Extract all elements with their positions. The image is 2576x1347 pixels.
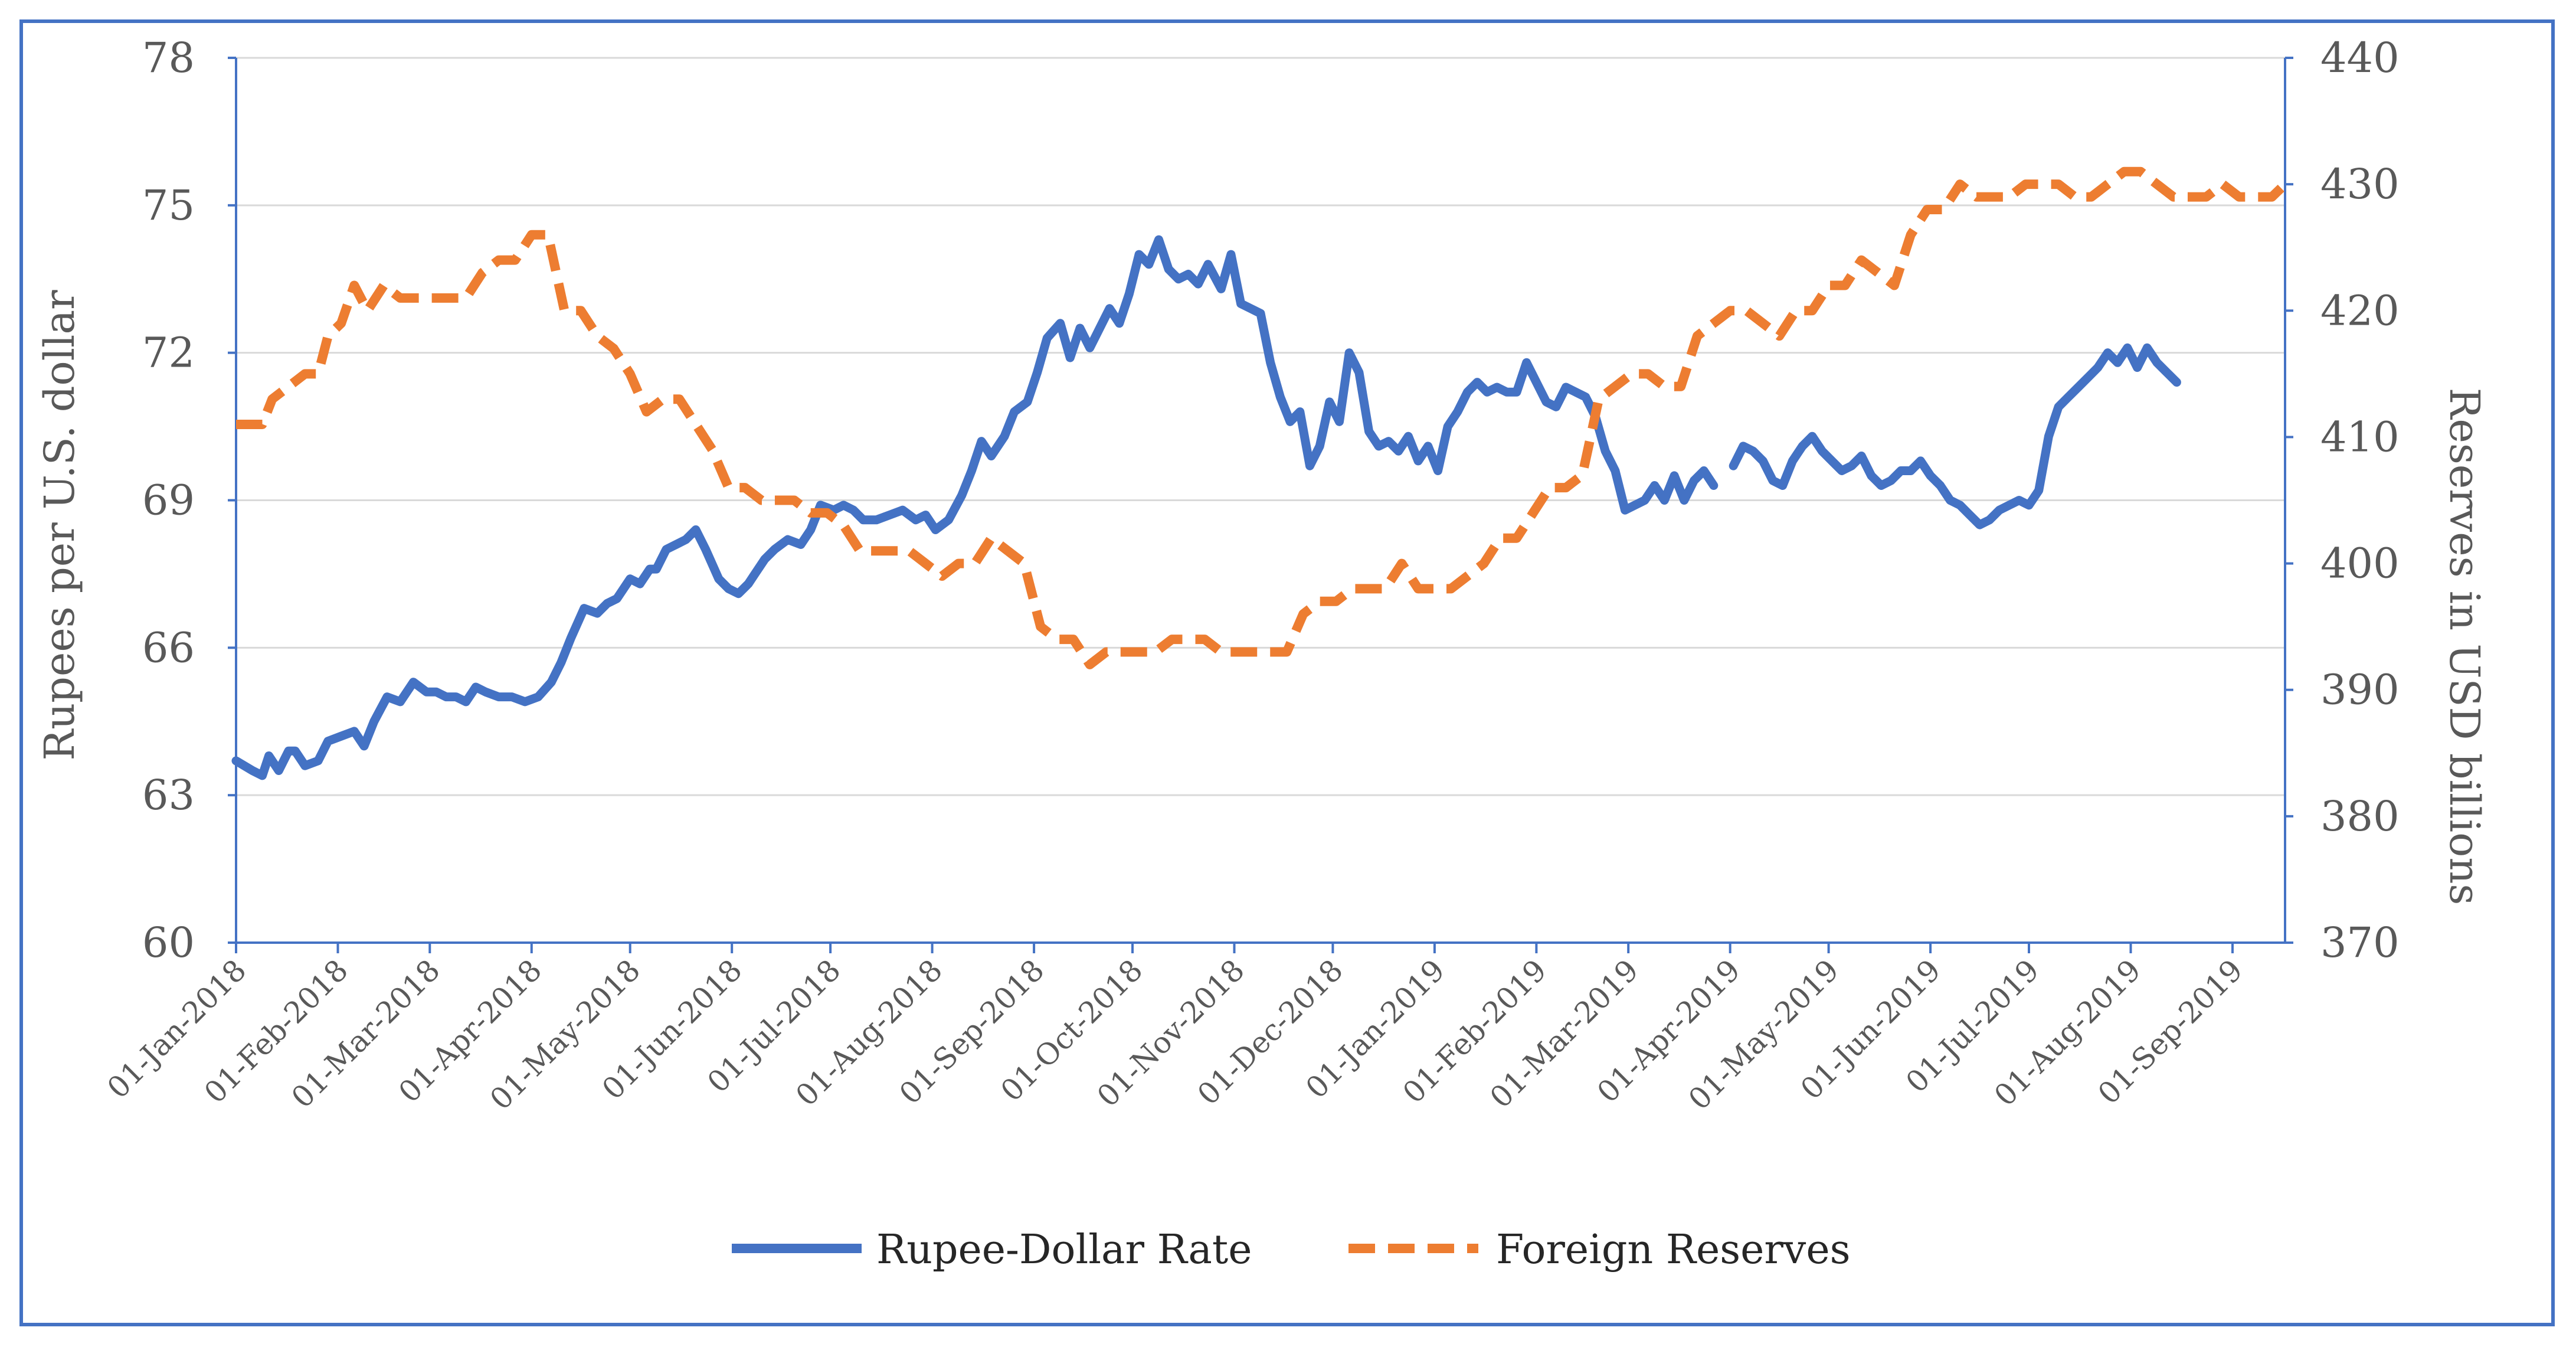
- gridlines: [236, 57, 2285, 796]
- legend-label-rupee-dollar-rate: Rupee-Dollar Rate: [876, 1227, 1252, 1273]
- left-tick-label-69: 69: [142, 476, 195, 525]
- left-axis-ticks: 60 63 66 69 72 75 78: [142, 34, 195, 967]
- axes: [228, 57, 2293, 953]
- left-tick-label-66: 66: [142, 623, 195, 672]
- right-tick-label-440: 440: [2320, 34, 2400, 82]
- chart-frame: [19, 19, 2555, 1326]
- left-tick-label-78: 78: [142, 34, 195, 82]
- series-line-foreign-reserves: [236, 166, 2289, 669]
- right-tick-label-370: 370: [2320, 918, 2400, 967]
- right-tick-label-430: 430: [2320, 160, 2400, 208]
- right-tick-label-390: 390: [2320, 666, 2400, 714]
- legend-label-foreign-reserves: Foreign Reserves: [1496, 1227, 1850, 1273]
- right-tick-label-380: 380: [2320, 792, 2400, 841]
- left-tick-label-63: 63: [142, 771, 195, 819]
- right-axis-title: Reserves in USD billions: [2440, 388, 2489, 905]
- right-tick-label-420: 420: [2320, 286, 2400, 335]
- series-line-rupee-dollar-rate: [231, 235, 2181, 780]
- right-tick-label-410: 410: [2320, 413, 2400, 461]
- left-tick-label-72: 72: [142, 329, 195, 377]
- left-axis-title: Rupees per U.S. dollar: [35, 290, 84, 761]
- left-tick-label-75: 75: [142, 181, 195, 230]
- left-tick-label-60: 60: [142, 918, 195, 967]
- legend: Rupee-Dollar Rate Foreign Reserves: [732, 1227, 1850, 1273]
- right-axis-ticks: 370 380 390 400 410 420 430 440: [2320, 34, 2400, 967]
- right-tick-label-400: 400: [2320, 540, 2400, 588]
- series-lines: [231, 166, 2289, 780]
